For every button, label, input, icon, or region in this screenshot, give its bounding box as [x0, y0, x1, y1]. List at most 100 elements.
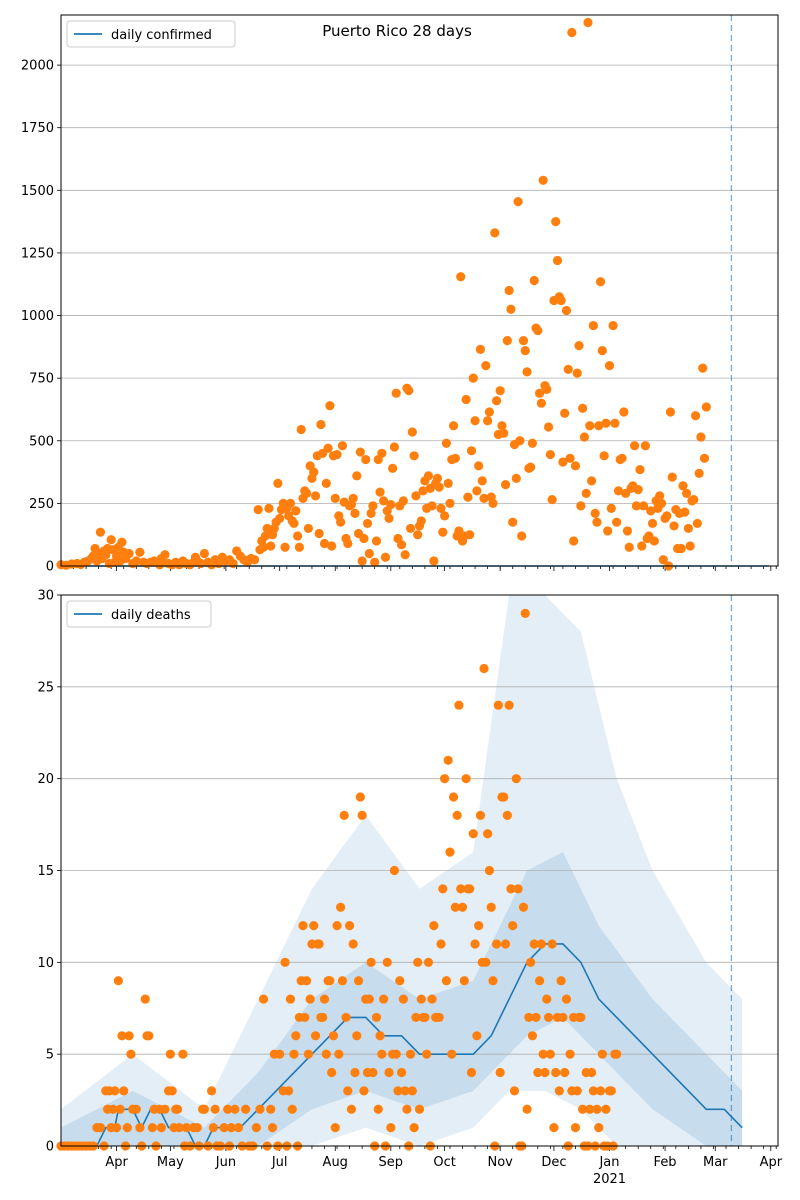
data-point: [441, 976, 451, 986]
x-tick-label: Jan: [598, 1155, 619, 1170]
data-point: [556, 295, 566, 306]
data-point: [513, 884, 523, 894]
data-point: [547, 495, 557, 505]
data-point: [396, 540, 407, 550]
x-tick-label: Feb: [654, 1155, 677, 1170]
data-point: [685, 541, 695, 551]
y-tick-label: 1500: [21, 184, 54, 199]
data-point: [529, 939, 539, 949]
legend-label: daily confirmed: [111, 28, 212, 43]
data-point: [506, 304, 516, 314]
data-point: [167, 1086, 177, 1096]
data-point: [377, 448, 387, 458]
x-tick-label: Nov: [487, 1155, 513, 1170]
x-tick-sublabel: 2021: [593, 1172, 626, 1187]
data-point: [165, 1049, 175, 1059]
data-point: [486, 902, 496, 912]
data-point: [391, 1049, 401, 1059]
data-point: [443, 478, 453, 488]
legend: daily deaths: [66, 600, 212, 628]
data-point: [466, 446, 477, 456]
data-point: [361, 454, 371, 465]
data-point: [391, 388, 401, 398]
data-point: [280, 542, 290, 552]
data-point: [328, 1031, 339, 1041]
data-point: [427, 994, 437, 1004]
data-point: [445, 847, 455, 857]
data-point: [251, 1123, 261, 1133]
data-point: [115, 1104, 125, 1114]
data-point: [545, 1049, 555, 1059]
y-tick-label: 15: [37, 864, 54, 879]
data-point: [452, 810, 462, 821]
data-point: [228, 558, 238, 569]
data-point: [106, 535, 116, 545]
data-point: [314, 939, 324, 949]
data-point: [581, 488, 591, 498]
data-point: [578, 403, 588, 413]
data-point: [500, 480, 511, 490]
data-point: [95, 1123, 106, 1133]
y-tick-label: 250: [29, 497, 54, 512]
data-point: [588, 320, 598, 331]
data-point: [423, 471, 434, 481]
data-point: [144, 1031, 154, 1041]
data-point: [536, 398, 546, 408]
data-point: [147, 1123, 158, 1133]
data-point: [572, 368, 582, 378]
data-point: [450, 453, 460, 463]
data-point: [341, 1012, 351, 1023]
data-point: [612, 517, 622, 527]
data-point: [300, 1012, 310, 1023]
data-point: [601, 418, 611, 428]
data-point: [407, 427, 417, 437]
data-point: [669, 521, 679, 531]
data-point: [656, 498, 667, 508]
data-point: [432, 473, 443, 483]
data-point: [309, 921, 319, 931]
data-point: [556, 976, 566, 986]
data-point: [337, 976, 348, 986]
data-point: [301, 976, 312, 986]
data-point: [373, 1104, 383, 1114]
data-point: [343, 538, 353, 549]
data-point: [379, 994, 389, 1004]
data-point: [368, 1067, 378, 1078]
data-point: [547, 939, 557, 949]
data-point: [667, 472, 677, 482]
data-point: [404, 386, 414, 396]
data-point: [156, 1123, 166, 1133]
y-tick-label: 10: [37, 956, 54, 971]
data-point: [696, 432, 706, 442]
data-point: [538, 1049, 548, 1059]
data-point: [325, 401, 335, 411]
data-point: [448, 421, 459, 431]
data-point: [477, 476, 487, 486]
data-point: [680, 507, 690, 517]
data-point: [506, 884, 516, 894]
data-point: [699, 453, 710, 463]
data-point: [416, 516, 426, 526]
y-tick-label: 0: [46, 1140, 54, 1155]
data-point: [594, 421, 604, 431]
data-point: [405, 1049, 416, 1059]
data-point: [124, 548, 134, 559]
data-point: [461, 774, 471, 784]
data-point: [454, 700, 464, 710]
data-point: [450, 902, 460, 912]
data-point: [678, 481, 688, 491]
legend: daily confirmed: [66, 20, 236, 48]
data-point: [287, 1104, 297, 1114]
y-tick-label: 0: [46, 560, 54, 575]
data-point: [110, 1086, 120, 1096]
data-point: [491, 396, 502, 406]
data-point: [595, 277, 606, 287]
data-point: [411, 1012, 421, 1023]
x-tick-label: Aug: [323, 1155, 348, 1170]
data-point: [233, 1123, 244, 1133]
data-point: [296, 424, 306, 435]
data-point: [370, 557, 380, 567]
y-tick-label: 1000: [21, 309, 54, 324]
x-tick-label: Oct: [433, 1155, 455, 1170]
data-point: [332, 921, 342, 931]
